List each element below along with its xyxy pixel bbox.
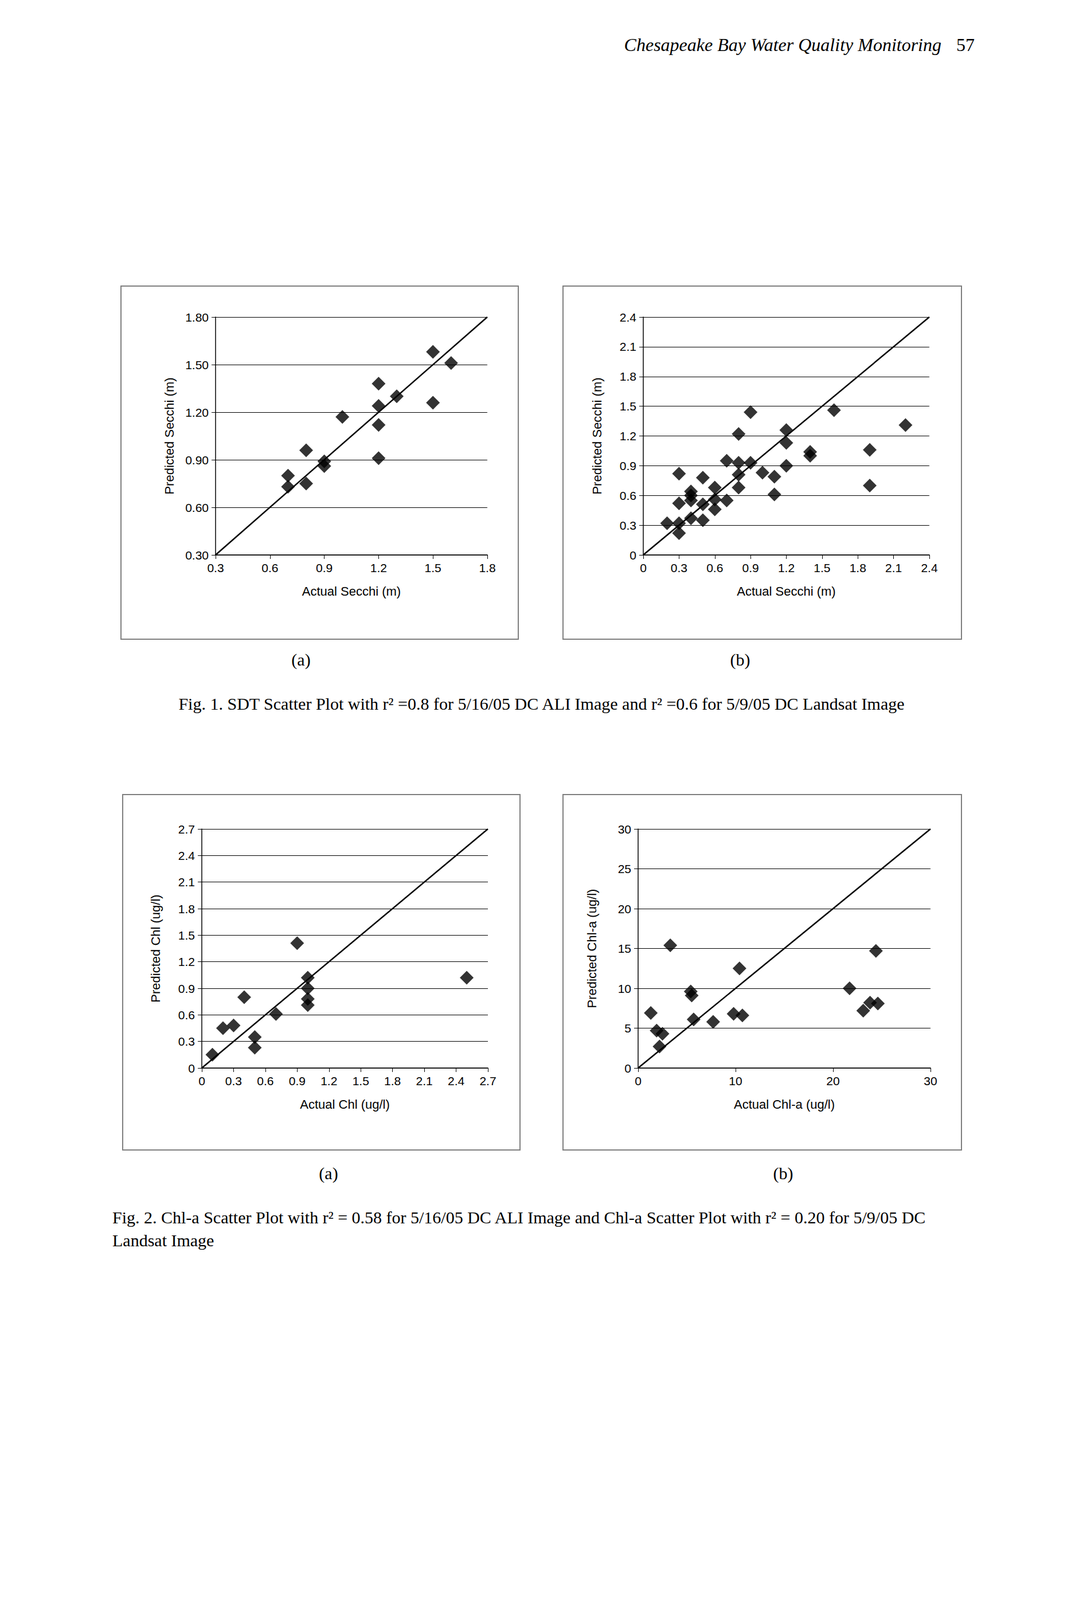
svg-text:10: 10: [728, 1074, 742, 1088]
svg-text:2.4: 2.4: [920, 561, 938, 575]
svg-text:0: 0: [639, 561, 647, 575]
svg-text:2.7: 2.7: [178, 822, 195, 836]
svg-text:0: 0: [629, 548, 637, 562]
svg-text:Actual Chl-a (ug/l): Actual Chl-a (ug/l): [733, 1097, 835, 1112]
svg-text:Actual Chl (ug/l): Actual Chl (ug/l): [299, 1097, 390, 1112]
svg-text:20: 20: [826, 1074, 840, 1088]
svg-text:1.5: 1.5: [813, 561, 831, 575]
svg-text:0.3: 0.3: [670, 561, 688, 575]
svg-text:0: 0: [198, 1074, 206, 1088]
svg-text:1.2: 1.2: [777, 561, 795, 575]
svg-text:2.4: 2.4: [619, 310, 637, 324]
html-text:(a): (a): [291, 650, 311, 670]
svg-text:0.9: 0.9: [742, 561, 760, 575]
svg-text:5: 5: [624, 1021, 632, 1035]
svg-text:0.60: 0.60: [185, 501, 209, 515]
svg-text:Predicted Secchi (m): Predicted Secchi (m): [589, 377, 605, 495]
svg-text:Predicted Chl (ug/l): Predicted Chl (ug/l): [148, 894, 163, 1003]
svg-text:1.80: 1.80: [185, 310, 209, 324]
svg-text:2.4: 2.4: [447, 1074, 465, 1088]
svg-text:2.1: 2.1: [885, 561, 902, 575]
svg-text:30: 30: [618, 822, 632, 836]
svg-text:1.5: 1.5: [178, 928, 195, 942]
svg-text:1.5: 1.5: [619, 399, 637, 413]
svg-text:0.9: 0.9: [288, 1074, 306, 1088]
svg-text:1.8: 1.8: [849, 561, 867, 575]
svg-text:0.6: 0.6: [256, 1074, 274, 1088]
svg-text:15: 15: [618, 941, 632, 956]
svg-text:1.20: 1.20: [185, 405, 209, 420]
svg-text:0.6: 0.6: [706, 561, 723, 575]
svg-text:0: 0: [634, 1074, 642, 1088]
svg-text:1.2: 1.2: [178, 955, 195, 969]
svg-text:0.9: 0.9: [619, 459, 637, 473]
svg-text:1.2: 1.2: [320, 1074, 338, 1088]
html-text:Fig. 2. Chl-a Scatter Plot wit: Fig. 2. Chl-a Scatter Plot with r² = 0.5…: [112, 1207, 926, 1250]
svg-text:1.2: 1.2: [619, 429, 637, 443]
svg-text:0.9: 0.9: [315, 561, 333, 575]
html-text:(b): (b): [730, 650, 751, 670]
svg-text:0.3: 0.3: [206, 561, 224, 575]
svg-text:2.1: 2.1: [619, 339, 637, 354]
svg-text:1.2: 1.2: [370, 561, 387, 575]
svg-text:Predicted Secchi (m): Predicted Secchi (m): [162, 377, 177, 495]
svg-text:0.6: 0.6: [619, 489, 637, 503]
svg-text:0: 0: [188, 1061, 195, 1075]
svg-text:1.50: 1.50: [185, 358, 209, 372]
svg-text:0: 0: [624, 1061, 632, 1075]
svg-text:10: 10: [618, 982, 632, 996]
svg-text:0.3: 0.3: [619, 518, 637, 533]
svg-text:Actual Secchi (m): Actual Secchi (m): [302, 584, 401, 599]
svg-text:1.8: 1.8: [478, 561, 496, 575]
svg-text:2.7: 2.7: [479, 1074, 496, 1088]
html-text:57: 57: [956, 34, 975, 56]
svg-text:2.1: 2.1: [178, 875, 195, 889]
svg-text:0.3: 0.3: [225, 1074, 242, 1088]
svg-text:0.30: 0.30: [185, 548, 209, 562]
svg-text:20: 20: [618, 902, 632, 916]
svg-text:2.4: 2.4: [178, 849, 196, 863]
svg-text:0.90: 0.90: [185, 453, 209, 467]
svg-text:0.3: 0.3: [178, 1034, 195, 1049]
html-text:Fig. 1. SDT Scatter Plot with: Fig. 1. SDT Scatter Plot with r² =0.8 fo…: [178, 694, 905, 714]
svg-text:1.8: 1.8: [178, 902, 195, 916]
svg-text:1.8: 1.8: [619, 369, 637, 383]
svg-text:0.9: 0.9: [178, 982, 195, 996]
svg-text:Predicted Chl-a (ug/l): Predicted Chl-a (ug/l): [584, 889, 600, 1009]
html-text:Chesapeake Bay Water Quality M: Chesapeake Bay Water Quality Monitoring: [624, 34, 942, 56]
svg-text:Actual Secchi (m): Actual Secchi (m): [736, 584, 836, 599]
html-text:(a): (a): [318, 1163, 339, 1183]
svg-text:1.5: 1.5: [424, 561, 442, 575]
svg-text:2.1: 2.1: [416, 1074, 433, 1088]
svg-text:1.8: 1.8: [384, 1074, 401, 1088]
svg-text:25: 25: [618, 862, 632, 876]
svg-text:30: 30: [923, 1074, 937, 1088]
html-text:(b): (b): [773, 1163, 794, 1183]
svg-text:1.5: 1.5: [352, 1074, 370, 1088]
svg-text:0.6: 0.6: [178, 1008, 195, 1022]
svg-text:0.6: 0.6: [261, 561, 279, 575]
